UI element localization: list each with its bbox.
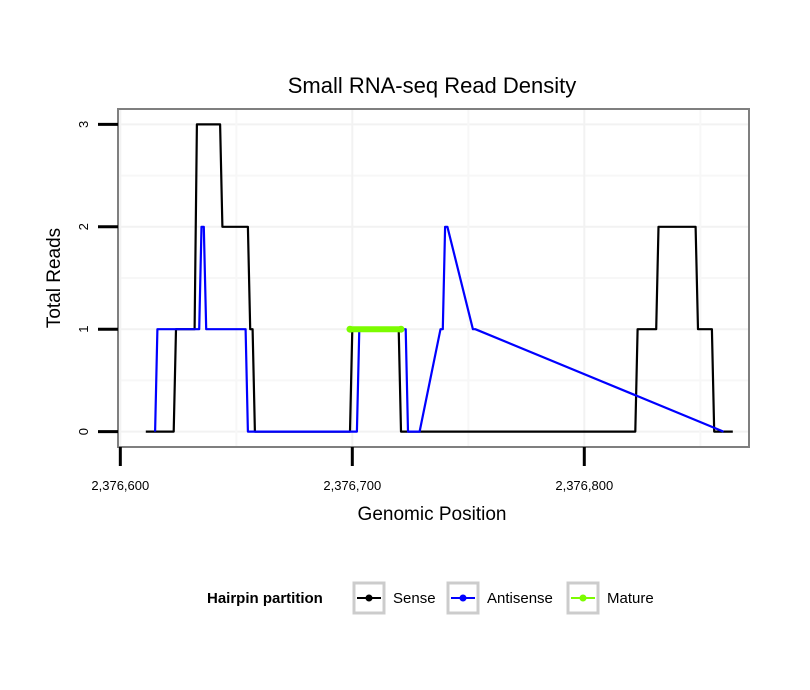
y-tick-label: 0 (76, 428, 91, 435)
legend-label-sense: Sense (393, 590, 436, 607)
legend-dot-sense (365, 594, 373, 602)
x-tick-label: 2,376,800 (555, 478, 613, 493)
legend-label-antisense: Antisense (487, 590, 553, 607)
chart-title: Small RNA-seq Read Density (288, 73, 577, 98)
series-layer (145, 123, 733, 433)
y-tick-label: 2 (76, 223, 91, 230)
series-point-mature (397, 325, 405, 333)
y-tick-label: 3 (76, 121, 91, 128)
legend-label-mature: Mature (607, 590, 654, 607)
y-axis: 0 1 2 3 (76, 121, 118, 435)
y-tick-label: 1 (76, 326, 91, 333)
x-axis-title: Genomic Position (358, 504, 507, 525)
grid-layer (119, 110, 748, 446)
y-axis-title: Total Reads (44, 228, 65, 328)
x-axis: 2,376,600 2,376,700 2,376,800 (91, 447, 613, 493)
series-point-mature (346, 325, 354, 333)
legend-title: Hairpin partition (207, 590, 323, 607)
legend: Hairpin partition Sense Antisense Mature (207, 581, 654, 615)
legend-dot-mature (579, 594, 587, 602)
legend-dot-antisense (459, 594, 467, 602)
plot-panel (117, 108, 750, 448)
x-tick-label: 2,376,700 (323, 478, 381, 493)
x-tick-label: 2,376,600 (91, 478, 149, 493)
